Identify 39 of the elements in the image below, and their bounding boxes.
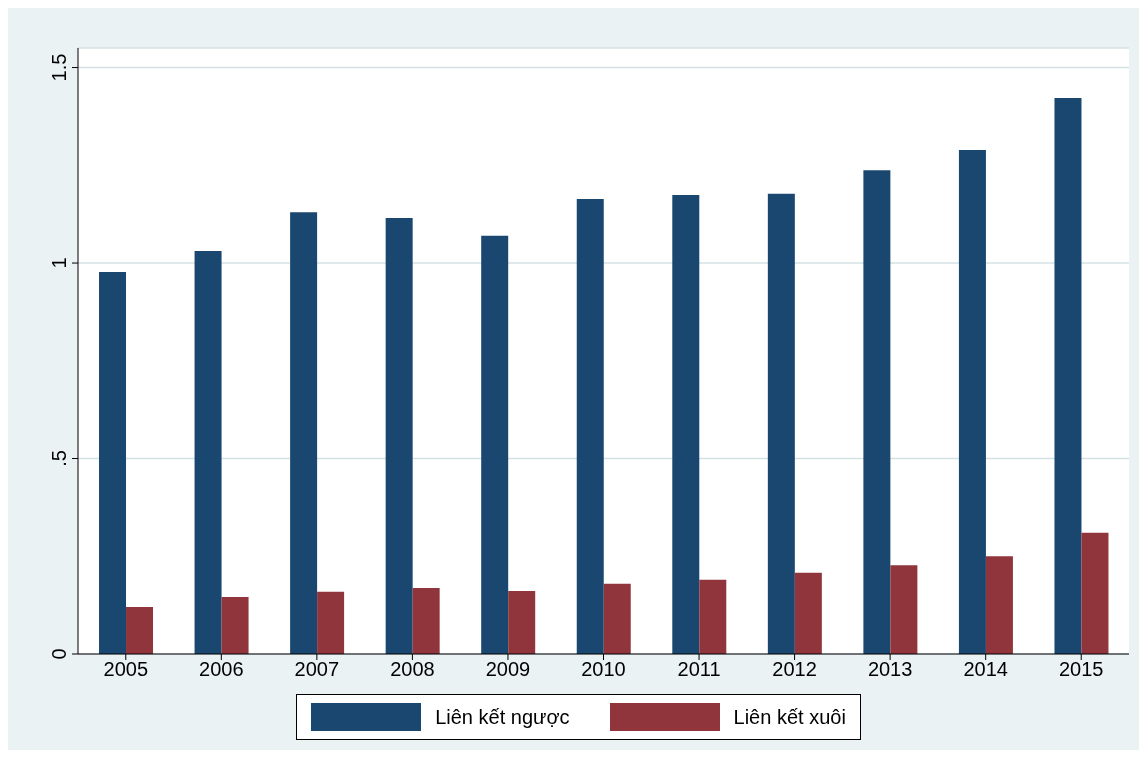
text: Liên kết xuôi xyxy=(733,705,846,729)
bar xyxy=(576,198,604,654)
bar xyxy=(508,591,536,654)
y-tick-label: .5 xyxy=(48,450,70,467)
x-tick-label: 2015 xyxy=(1058,658,1104,681)
bar xyxy=(863,170,891,654)
bar xyxy=(985,556,1013,654)
x-tick-label: 2005 xyxy=(103,658,149,681)
x-tick-label: 2011 xyxy=(677,658,721,681)
x-tick-label: 2013 xyxy=(867,658,913,681)
bar xyxy=(412,587,440,654)
bar xyxy=(1081,532,1109,654)
bar xyxy=(603,583,631,654)
bar xyxy=(194,250,222,654)
bar xyxy=(385,218,413,654)
x-tick-label: 2014 xyxy=(963,658,1008,681)
x-tick-label: 2008 xyxy=(390,658,435,681)
text: Liên kết ngược xyxy=(435,705,570,729)
y-tick-label: 1.5 xyxy=(48,53,70,82)
x-tick-label: 2012 xyxy=(772,658,817,681)
y-tick-label: 1 xyxy=(48,257,70,269)
bar xyxy=(317,591,345,654)
bar xyxy=(126,607,154,654)
bar xyxy=(221,596,249,654)
x-tick-label: 2010 xyxy=(581,658,626,681)
y-tick-label: 0 xyxy=(48,648,70,660)
bar xyxy=(481,235,509,654)
x-tick-label: 2009 xyxy=(485,658,531,681)
bar xyxy=(290,212,318,654)
x-tick-label: 2006 xyxy=(199,658,244,681)
bar xyxy=(958,150,986,654)
x-tick-label: 2007 xyxy=(294,658,340,681)
bar xyxy=(890,565,918,654)
bar xyxy=(672,195,700,654)
bar xyxy=(794,572,822,654)
bar xyxy=(1054,98,1082,654)
bar xyxy=(99,272,127,654)
bar xyxy=(699,579,727,654)
bar xyxy=(767,193,795,654)
